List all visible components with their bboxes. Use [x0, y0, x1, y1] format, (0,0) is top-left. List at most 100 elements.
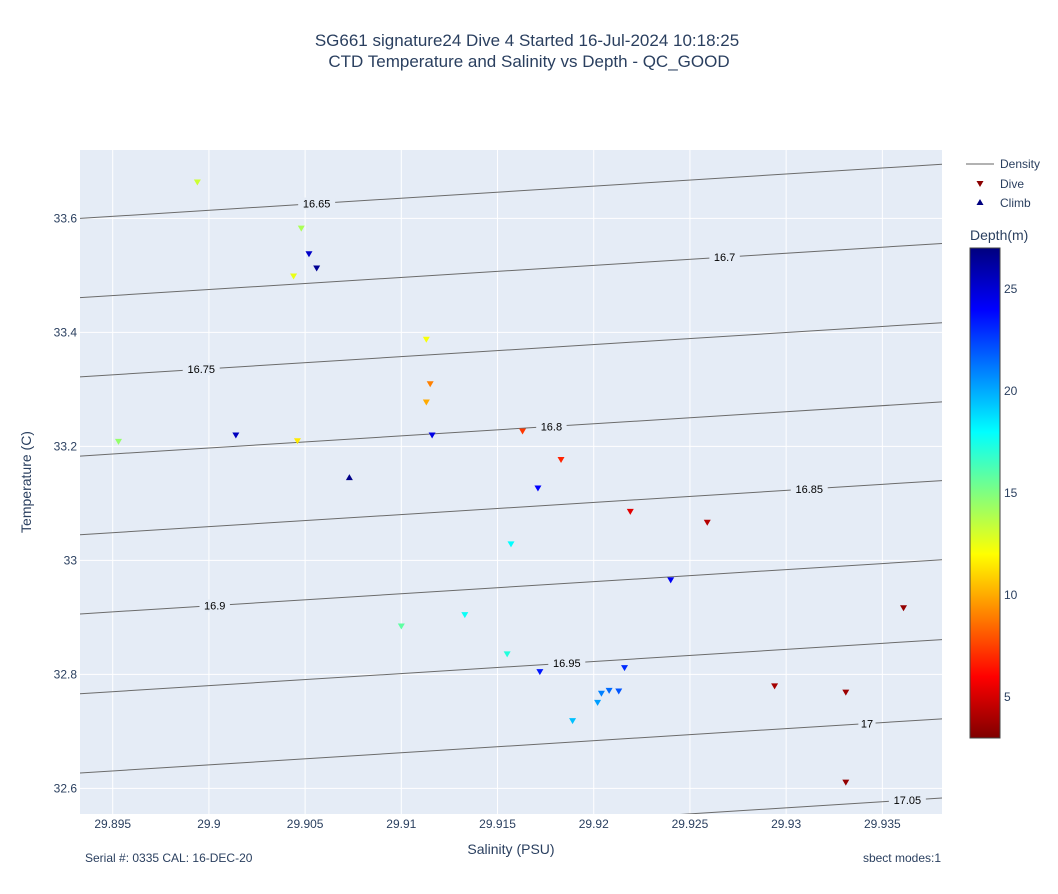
dive-point: [519, 428, 527, 435]
y-axis-ticks: 32.6 32.8 33 33.2 33.4 33.6: [54, 211, 78, 795]
chart-title-line-1: SG661 signature24 Dive 4 Started 16-Jul-…: [315, 31, 739, 50]
dive-point: [114, 438, 122, 445]
dive-point: [597, 690, 605, 697]
density-contour-label: 17.05: [894, 795, 922, 807]
dive-point: [534, 485, 542, 492]
dive-point: [290, 273, 298, 280]
density-contour-label: 16.9: [204, 600, 225, 612]
dive-point: [193, 179, 201, 186]
grid-lines: [80, 150, 942, 814]
colorbar-tick-label: 10: [1004, 588, 1018, 602]
density-contour-line: [80, 718, 942, 774]
density-contour-line: [80, 401, 942, 457]
dive-point: [536, 669, 544, 676]
density-contour-label: 16.95: [553, 658, 581, 670]
colorbar-tick-label: 25: [1004, 282, 1018, 296]
density-contour-label: 16.8: [541, 421, 562, 433]
dive-point: [626, 508, 634, 515]
colorbar-tick-label: 5: [1004, 690, 1011, 704]
dive-point: [232, 432, 240, 439]
legend-dive-marker: [976, 181, 984, 187]
dive-point: [557, 457, 565, 464]
y-tick-label: 32.6: [54, 781, 78, 795]
x-tick-label: 29.935: [864, 817, 901, 831]
dive-point: [422, 336, 430, 343]
footer-sbect-modes: sbect modes:1: [863, 851, 941, 865]
footer-serial-info: Serial #: 0335 CAL: 16-DEC-20: [85, 851, 253, 865]
chart-title-line-2: CTD Temperature and Salinity vs Depth - …: [328, 52, 729, 71]
legend: Density Dive Climb: [966, 157, 1040, 210]
density-contour-line: [80, 163, 942, 219]
density-contour-label-bg: [548, 657, 586, 670]
dive-point: [305, 251, 313, 258]
climb-point: [345, 474, 353, 481]
x-tick-label: 29.93: [771, 817, 801, 831]
dive-point: [428, 432, 436, 439]
dive-point: [842, 779, 850, 786]
dive-point: [507, 541, 515, 548]
density-contour-line: [679, 797, 942, 814]
dive-point: [426, 381, 434, 388]
legend-climb-marker: [976, 199, 984, 205]
density-contour-label: 16.7: [714, 252, 735, 264]
legend-climb-label: Climb: [1000, 196, 1031, 210]
density-contour-label-bg: [298, 197, 336, 210]
dive-point: [703, 519, 711, 526]
dive-point: [667, 577, 675, 584]
density-contour-label-bg: [709, 251, 740, 264]
density-contour-label-bg: [858, 717, 876, 730]
density-contour-line: [80, 242, 942, 299]
x-axis-title: Salinity (PSU): [467, 841, 554, 857]
legend-density-label: Density: [1000, 157, 1040, 171]
dive-point: [621, 665, 629, 672]
colorbar-ticks: 5 10 15 20 25: [1004, 282, 1018, 704]
legend-dive-label: Dive: [1000, 177, 1024, 191]
x-tick-label: 29.9: [197, 817, 221, 831]
colorbar-tick-label: 20: [1004, 384, 1018, 398]
x-tick-label: 29.92: [579, 817, 609, 831]
density-contour-label: 16.65: [303, 199, 331, 211]
density-contour-label: 16.75: [187, 364, 215, 376]
density-contour-label-bg: [888, 794, 926, 807]
dive-point: [569, 718, 577, 725]
dive-point: [461, 612, 469, 619]
y-tick-label: 33: [64, 553, 78, 567]
colorbar-title: Depth(m): [970, 227, 1028, 243]
plot-area: [80, 150, 942, 814]
dive-point: [605, 687, 613, 694]
x-tick-label: 29.905: [287, 817, 324, 831]
y-axis-title: Temperature (C): [18, 431, 34, 533]
x-axis-ticks: 29.895 29.9 29.905 29.91 29.915 29.92 29.925 29…: [94, 817, 901, 831]
y-tick-label: 33.4: [54, 325, 78, 339]
dive-point: [422, 399, 430, 406]
x-tick-label: 29.915: [479, 817, 516, 831]
dive-point: [503, 651, 511, 658]
x-tick-label: 29.895: [94, 817, 131, 831]
dive-point: [397, 623, 405, 630]
colorbar: Depth(m) 5 10 15 20 25: [969, 227, 1028, 739]
y-tick-label: 33.2: [54, 439, 78, 453]
dive-point: [313, 265, 321, 272]
density-contour-label-bg: [182, 363, 220, 376]
y-tick-label: 33.6: [54, 211, 78, 225]
x-tick-label: 29.91: [386, 817, 416, 831]
density-contour-labels: 16.65 16.7 16.75 16.8 16.85 16.9 16.95 17 17.05: [182, 197, 926, 807]
density-contour-label: 16.85: [795, 484, 823, 496]
density-contour-label-bg: [199, 599, 230, 612]
dive-point: [615, 688, 623, 695]
dive-point: [900, 605, 908, 612]
dive-point: [594, 699, 602, 706]
dive-point: [297, 225, 305, 232]
colorbar-tick-label: 15: [1004, 486, 1018, 500]
y-tick-label: 32.8: [54, 667, 78, 681]
data-points: [114, 179, 908, 786]
colorbar-gradient: [969, 247, 1001, 739]
density-contour-label: 17: [861, 719, 873, 731]
dive-point: [293, 438, 301, 445]
density-contour-label-bg: [536, 420, 567, 433]
density-contour-line: [80, 322, 942, 378]
dive-point: [771, 683, 779, 690]
density-contour-line: [80, 639, 942, 695]
